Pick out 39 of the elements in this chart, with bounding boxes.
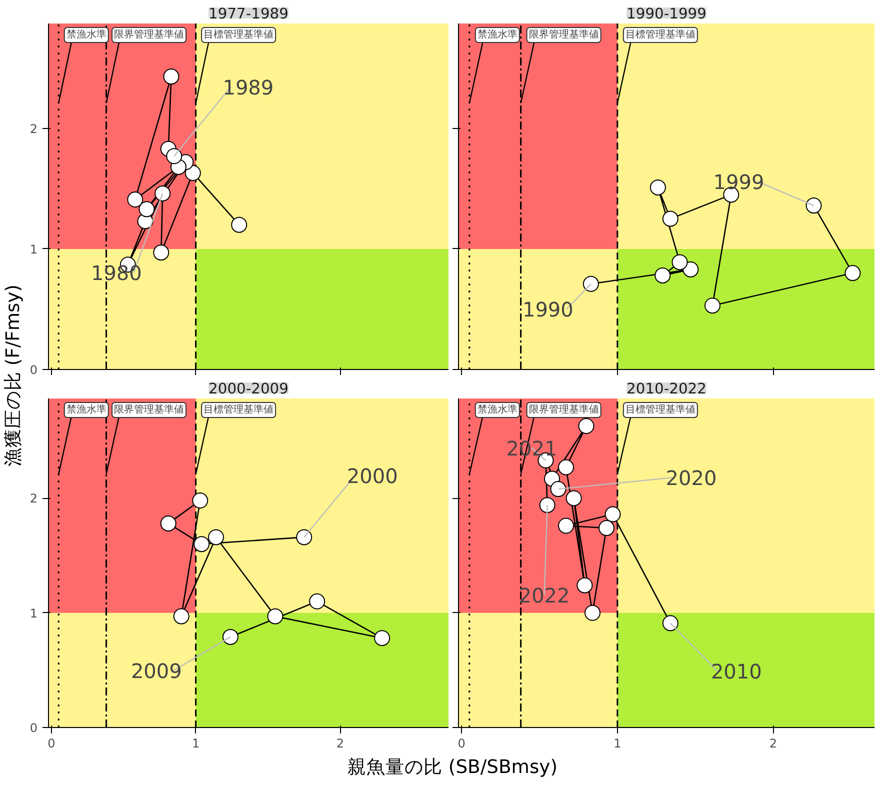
annotation: 1989 (222, 75, 274, 100)
chart-title: 1990-1999 (626, 6, 706, 22)
annotation: 2000 (346, 464, 398, 488)
x-tick-label: 0 (48, 736, 56, 750)
annotation: 2009 (130, 658, 182, 683)
y-tick-label: 1 (30, 606, 38, 620)
chart-title: 2000-2009 (208, 380, 288, 398)
annotation: 2010 (710, 660, 762, 684)
annotation: 1990 (522, 298, 574, 322)
ref-line-label: 禁漁水準 (477, 404, 518, 416)
ref-line-label: 目標管理基準値 (204, 28, 274, 40)
annotation: 1980 (90, 261, 142, 286)
ref-line-label: 禁漁水準 (66, 404, 106, 416)
y-tick-label: 0 (30, 363, 38, 377)
ref-line-label: 限界管理基準値 (528, 28, 599, 40)
y-axis-title: 漁獲圧の比 (F/Fmsy) (3, 284, 24, 467)
ref-line-label: 目標管理基準値 (625, 28, 696, 40)
x-tick-label: 1 (192, 736, 200, 750)
x-tick-label: 2 (336, 736, 344, 750)
annotation: 1999 (713, 170, 764, 194)
ref-line-label: 禁漁水準 (66, 28, 106, 40)
x-tick-label: 0 (458, 736, 466, 750)
x-tick-label: 1 (614, 736, 622, 750)
y-tick-label: 0 (30, 721, 38, 735)
y-tick-label: 1 (30, 242, 38, 256)
ref-line-label: 禁漁水準 (477, 28, 518, 40)
chart-title: 2010-2022 (626, 380, 706, 398)
ref-line-label: 目標管理基準値 (204, 404, 274, 416)
ref-line-label: 限界管理基準値 (114, 404, 184, 416)
ref-line-label: 限界管理基準値 (114, 28, 184, 40)
y-tick-label: 2 (30, 122, 38, 136)
x-axis-title: 親魚量の比 (SB/SBmsy) (348, 757, 558, 778)
annotation: 2022 (518, 583, 570, 608)
chart-title: 1977-1989 (208, 6, 288, 22)
ref-line-label: 限界管理基準値 (528, 404, 599, 416)
x-tick-label: 2 (769, 736, 778, 750)
y-tick-label: 2 (30, 492, 38, 506)
annotation: 2020 (666, 466, 717, 490)
ref-line-label: 目標管理基準値 (625, 404, 696, 416)
